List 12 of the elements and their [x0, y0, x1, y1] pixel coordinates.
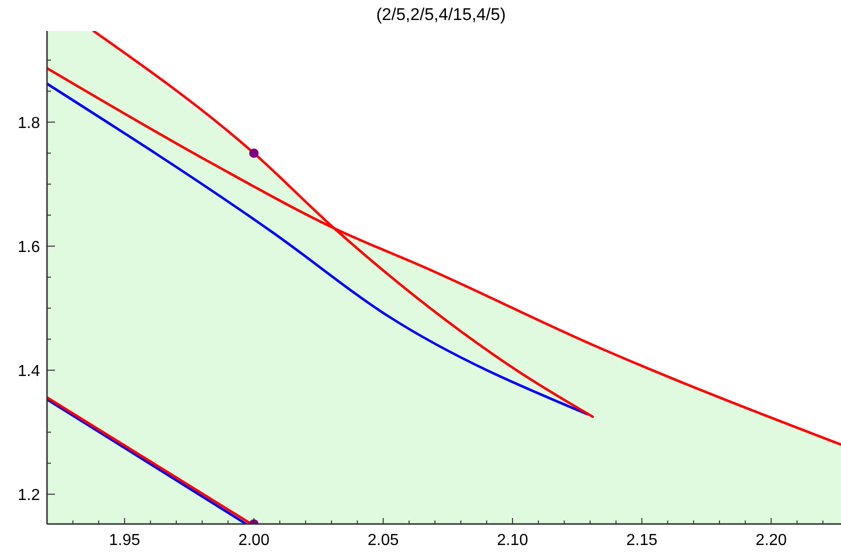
- y-tick-label: 1.2: [18, 486, 40, 504]
- y-tick-label: 1.4: [18, 362, 40, 380]
- x-tick-label: 2.05: [368, 532, 399, 549]
- y-tick-label: 1.8: [18, 114, 40, 132]
- x-tick-label: 2.15: [626, 532, 658, 549]
- x-tick-label: 2.00: [238, 532, 270, 549]
- x-tick-label: 1.95: [109, 532, 140, 549]
- x-tick-label: 2.10: [496, 532, 528, 549]
- chart-title: (2/5,2/5,4/15,4/5): [376, 5, 506, 24]
- x-tick-label: 2.20: [756, 532, 787, 549]
- y-tick-label: 1.6: [18, 238, 40, 256]
- line-series: [47, 82, 589, 416]
